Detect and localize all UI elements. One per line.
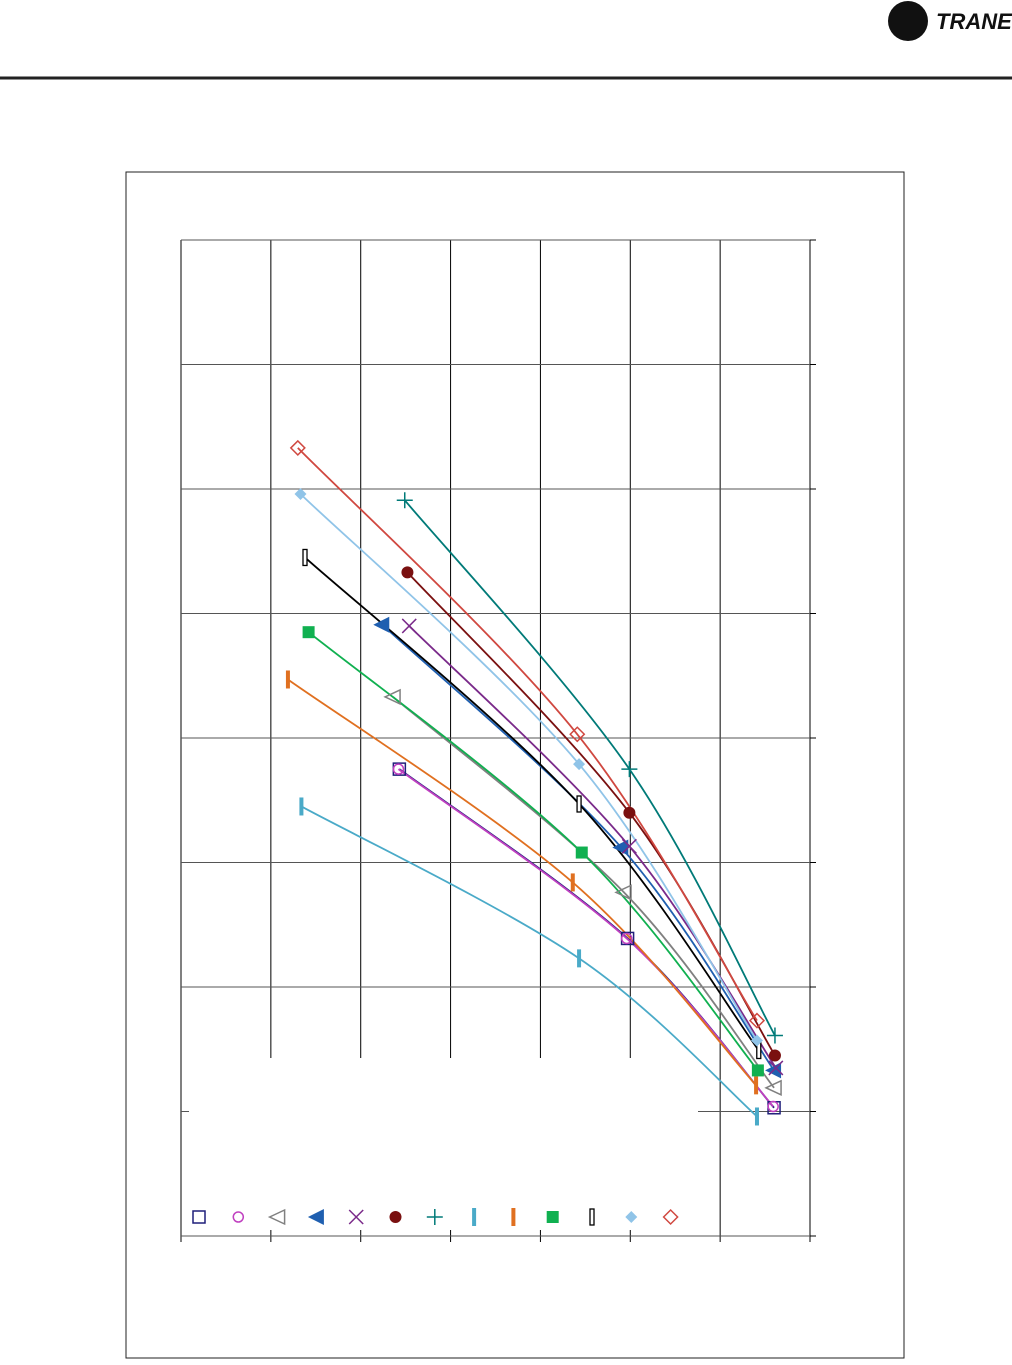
marker bbox=[289, 439, 306, 456]
marker bbox=[401, 566, 414, 579]
marker bbox=[396, 492, 413, 509]
marker bbox=[546, 1211, 559, 1223]
marker bbox=[621, 838, 637, 854]
marker bbox=[299, 797, 304, 816]
marker bbox=[302, 626, 315, 639]
marker bbox=[401, 618, 417, 634]
marker bbox=[662, 1208, 679, 1226]
marker bbox=[307, 1209, 324, 1225]
marker bbox=[383, 688, 401, 706]
marker bbox=[754, 1076, 759, 1095]
marker bbox=[750, 1034, 763, 1047]
series-line bbox=[408, 625, 777, 1069]
marker bbox=[623, 806, 636, 819]
series-line bbox=[398, 768, 775, 1109]
legend-box bbox=[189, 1058, 698, 1230]
logo-icon bbox=[888, 1, 928, 41]
marker bbox=[570, 873, 575, 892]
marker bbox=[767, 1100, 779, 1113]
marker bbox=[620, 932, 633, 945]
marker bbox=[511, 1208, 516, 1226]
series-line bbox=[287, 678, 757, 1086]
marker bbox=[267, 1208, 286, 1226]
marker bbox=[575, 846, 588, 859]
marker bbox=[577, 949, 582, 968]
marker bbox=[589, 1208, 595, 1226]
marker bbox=[768, 1049, 781, 1062]
marker bbox=[748, 1012, 766, 1029]
marker bbox=[426, 1209, 443, 1225]
logo-text: TRANE bbox=[936, 9, 1012, 34]
marker bbox=[389, 1211, 402, 1223]
marker bbox=[754, 1107, 759, 1126]
marker bbox=[348, 1209, 364, 1225]
series-line bbox=[297, 447, 758, 1022]
marker bbox=[614, 884, 632, 901]
marker bbox=[621, 761, 638, 778]
marker bbox=[764, 1079, 782, 1097]
marker bbox=[472, 1208, 477, 1226]
marker bbox=[232, 1211, 245, 1223]
marker bbox=[625, 1211, 638, 1223]
marker bbox=[569, 726, 586, 743]
marker bbox=[573, 758, 586, 771]
marker bbox=[751, 1064, 764, 1077]
series-line bbox=[397, 768, 774, 1108]
marker bbox=[768, 1060, 784, 1076]
marker bbox=[766, 1027, 783, 1044]
series-line bbox=[299, 493, 758, 1042]
marker bbox=[294, 487, 307, 500]
marker bbox=[373, 616, 390, 633]
series-line bbox=[304, 556, 760, 1052]
marker bbox=[302, 548, 308, 567]
marker bbox=[392, 763, 405, 775]
marker bbox=[285, 670, 290, 689]
series-line bbox=[392, 696, 775, 1089]
marker bbox=[576, 795, 582, 813]
marker bbox=[192, 1210, 206, 1224]
chart-frame bbox=[125, 171, 905, 1359]
